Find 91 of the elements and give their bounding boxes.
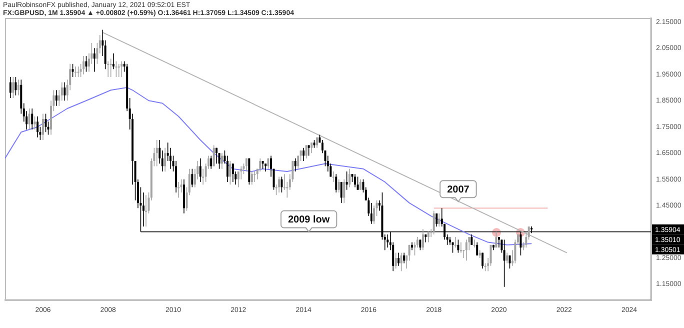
candlestick bbox=[348, 168, 351, 188]
candlestick bbox=[302, 147, 305, 162]
candlestick bbox=[335, 174, 338, 193]
candlestick bbox=[403, 252, 406, 264]
candlestick bbox=[422, 228, 424, 251]
candlestick bbox=[386, 234, 389, 248]
candlestick bbox=[356, 176, 359, 190]
candlestick bbox=[210, 155, 212, 170]
candlestick bbox=[454, 236, 457, 248]
candlestick bbox=[220, 152, 223, 170]
candlestick bbox=[495, 231, 498, 248]
candlestick bbox=[419, 239, 422, 251]
candlestick bbox=[199, 158, 202, 182]
candlestick bbox=[482, 252, 484, 269]
candlestick bbox=[503, 239, 506, 288]
candlestick bbox=[36, 116, 39, 138]
candlestick bbox=[12, 76, 14, 98]
candlestick bbox=[182, 178, 185, 214]
candlestick bbox=[398, 252, 400, 266]
candlestick bbox=[359, 178, 362, 190]
candlestick bbox=[498, 236, 500, 248]
candlestick bbox=[164, 147, 166, 172]
candlestick bbox=[406, 255, 408, 269]
candlestick bbox=[216, 147, 218, 164]
candlestick bbox=[107, 60, 110, 78]
annotation: 2007 bbox=[447, 184, 470, 196]
candlestick bbox=[278, 176, 280, 193]
candlestick bbox=[112, 53, 114, 70]
candlestick bbox=[64, 82, 66, 102]
candlestick bbox=[74, 66, 77, 78]
candlestick bbox=[229, 160, 232, 185]
candlestick bbox=[115, 60, 118, 78]
candlestick bbox=[31, 108, 34, 130]
candlestick bbox=[254, 171, 256, 182]
candlestick bbox=[457, 239, 460, 254]
candlestick bbox=[118, 64, 120, 78]
candlestick bbox=[156, 140, 158, 167]
candlestick bbox=[44, 113, 47, 133]
candlestick bbox=[408, 244, 410, 262]
candlestick bbox=[297, 155, 300, 170]
candlestick bbox=[343, 178, 346, 204]
candlestick bbox=[310, 142, 313, 154]
candlestick bbox=[508, 255, 511, 269]
candlestick bbox=[218, 152, 220, 170]
candlestick bbox=[248, 158, 250, 185]
candlestick bbox=[72, 64, 74, 78]
candlestick bbox=[470, 234, 473, 246]
candlestick bbox=[212, 144, 215, 167]
candlestick bbox=[432, 210, 435, 235]
candlestick bbox=[34, 116, 36, 130]
candlestick bbox=[400, 252, 402, 272]
candlestick bbox=[305, 144, 308, 159]
candlestick bbox=[245, 158, 248, 172]
candlestick bbox=[178, 182, 180, 198]
candlestick bbox=[28, 108, 30, 130]
candlestick bbox=[9, 76, 12, 98]
annotation: 2009 low bbox=[288, 214, 330, 226]
candlestick bbox=[530, 226, 533, 234]
candlestick bbox=[436, 213, 438, 227]
candlestick bbox=[17, 79, 20, 96]
candlestick bbox=[280, 176, 283, 193]
candlestick bbox=[55, 90, 58, 106]
candlestick bbox=[283, 174, 286, 190]
candlestick bbox=[232, 163, 234, 182]
candlestick bbox=[473, 239, 476, 248]
candlestick bbox=[354, 174, 356, 188]
candlestick bbox=[346, 171, 348, 190]
candlestick bbox=[82, 56, 85, 75]
candlestick bbox=[110, 58, 112, 78]
candlestick bbox=[120, 60, 123, 78]
candlestick bbox=[191, 168, 194, 188]
candlestick bbox=[93, 48, 96, 72]
candlestick bbox=[476, 242, 478, 256]
candlestick bbox=[340, 182, 342, 204]
candlestick bbox=[85, 56, 88, 72]
candlestick bbox=[338, 178, 340, 193]
candlestick bbox=[465, 239, 468, 262]
candlestick bbox=[144, 194, 147, 227]
candlestick bbox=[394, 252, 397, 269]
candlestick bbox=[42, 113, 44, 140]
candlestick bbox=[240, 166, 242, 180]
candlestick bbox=[308, 144, 310, 156]
candlestick bbox=[14, 76, 17, 96]
candlestick bbox=[259, 158, 262, 172]
candlestick bbox=[438, 213, 440, 227]
candlestick bbox=[294, 158, 296, 172]
candlestick bbox=[520, 231, 522, 256]
candlestick bbox=[77, 66, 80, 78]
candlestick bbox=[332, 171, 334, 182]
candlestick bbox=[250, 171, 253, 185]
candlestick bbox=[506, 252, 508, 264]
